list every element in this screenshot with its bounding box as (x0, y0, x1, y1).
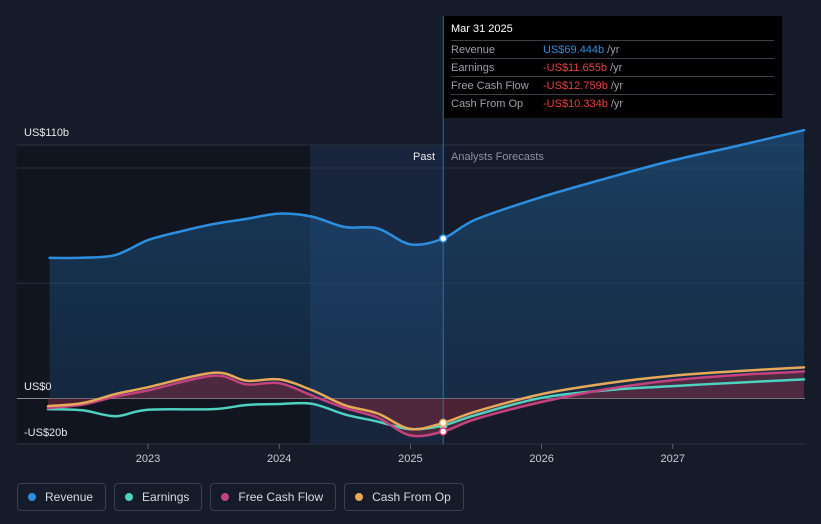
tooltip-row-unit: /yr (610, 79, 624, 92)
tooltip-row-label: Free Cash Flow (451, 79, 529, 92)
x-tick-label: 2025 (398, 453, 422, 465)
legend-item-free-cash-flow[interactable]: Free Cash Flow (210, 483, 337, 511)
y-bottom-label: -US$20b (24, 427, 67, 439)
tooltip-row-value: -US$12.759b (543, 79, 608, 92)
series-line-cash-from-op (46, 366, 806, 431)
negative-area (48, 371, 804, 437)
legend-dot-icon (125, 493, 134, 501)
x-tick-label: 2023 (136, 453, 160, 465)
tooltip-row-unit: /yr (610, 61, 623, 74)
legend-item-cash-from-op[interactable]: Cash From Op (344, 483, 464, 511)
series-lines (46, 128, 806, 438)
x-tick-label: 2027 (661, 453, 685, 465)
tooltip-row-label: Earnings (451, 61, 495, 74)
tooltip-row-value: -US$11.655b (543, 61, 608, 74)
legend-dot-icon (221, 493, 230, 501)
legend-item-earnings[interactable]: Earnings (114, 483, 203, 511)
legend-label: Free Cash Flow (238, 490, 324, 504)
series-line-revenue (48, 128, 806, 260)
past-label: Past (413, 151, 435, 163)
tooltip-row-label: Cash From Op (451, 97, 524, 110)
forecast-label: Analysts Forecasts (451, 151, 544, 163)
tooltip-row: Free Cash Flow -US$12.759b/yr (451, 76, 774, 94)
x-tick-label: 2026 (529, 453, 553, 465)
series-line-earnings (46, 378, 806, 431)
tooltip-row-unit: /yr (607, 43, 620, 56)
tooltip-row-label: Revenue (451, 43, 496, 56)
legend-dot-icon (355, 493, 364, 501)
tooltip: Mar 31 2025 Revenue US$69.444b/yr Earnings… (444, 16, 782, 118)
marker-cash-from-op (438, 418, 448, 428)
legend-label: Revenue (45, 490, 94, 504)
x-tick-label: 2024 (267, 453, 291, 465)
tooltip-row: Cash From Op -US$10.334b/yr (451, 94, 774, 112)
revenue-area (49, 130, 805, 399)
tooltip-row-value: US$69.444b (543, 43, 605, 56)
tooltip-row-unit: /yr (610, 97, 624, 110)
legend-label: Earnings (142, 490, 190, 504)
y-top-label: US$110b (24, 127, 69, 139)
y-zero-label: US$0 (24, 381, 52, 393)
legend-item-revenue[interactable]: Revenue (17, 483, 107, 511)
tooltip-row-value: -US$10.334b (543, 97, 608, 110)
marker-free-cash-flow (438, 427, 448, 436)
legend-label: Cash From Op (372, 490, 451, 504)
legend: Revenue Earnings Free Cash Flow Cash From O… (17, 483, 464, 513)
tooltip-markers (438, 234, 448, 436)
x-axis-ticks: 2023 2024 2025 2026 2027 (136, 444, 685, 465)
series-line-free-cash-flow (46, 370, 806, 438)
tooltip-row: Earnings -US$11.655b/yr (451, 58, 774, 76)
legend-dot-icon (28, 493, 36, 501)
tooltip-row: Revenue US$69.444b/yr (451, 40, 774, 58)
marker-revenue (438, 234, 448, 243)
tooltip-date: Mar 31 2025 (451, 23, 513, 35)
